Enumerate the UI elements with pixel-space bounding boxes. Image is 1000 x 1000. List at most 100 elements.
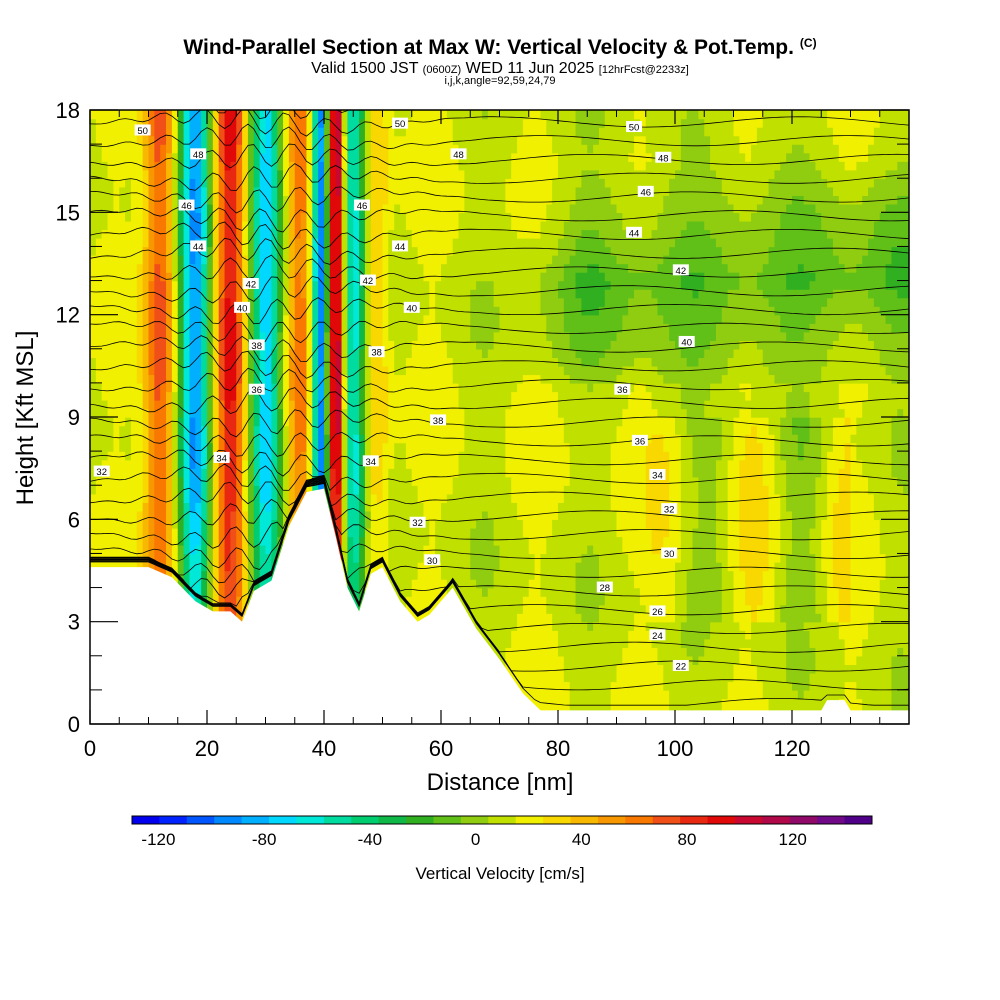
velocity-cell xyxy=(481,263,489,273)
velocity-cell xyxy=(236,280,243,290)
velocity-cell xyxy=(476,570,483,580)
velocity-cell xyxy=(487,357,495,367)
velocity-cell xyxy=(218,527,226,538)
velocity-cell xyxy=(481,493,489,503)
velocity-cell xyxy=(265,246,273,256)
velocity-cell xyxy=(136,442,144,452)
velocity-cell xyxy=(411,374,419,384)
velocity-cell xyxy=(218,604,226,614)
velocity-cell xyxy=(318,135,325,145)
velocity-cell xyxy=(154,195,161,205)
velocity-cell xyxy=(125,246,132,256)
velocity-cell xyxy=(294,186,302,196)
velocity-cell xyxy=(400,493,407,503)
velocity-cell xyxy=(429,493,436,503)
velocity-cell xyxy=(242,442,249,452)
velocity-cell xyxy=(242,459,249,469)
velocity-cell xyxy=(405,135,413,145)
velocity-cell xyxy=(195,417,202,427)
velocity-cell xyxy=(452,229,460,239)
velocity-cell xyxy=(341,212,349,222)
velocity-cell xyxy=(160,237,167,248)
velocity-cell xyxy=(353,544,360,555)
velocity-cell xyxy=(446,442,454,452)
velocity-cell xyxy=(470,306,477,316)
velocity-cell xyxy=(341,417,349,427)
velocity-cell xyxy=(405,195,413,205)
velocity-cell xyxy=(458,570,466,580)
velocity-cell xyxy=(171,459,179,469)
velocity-cell xyxy=(288,289,296,299)
velocity-cell xyxy=(464,451,471,461)
velocity-cell xyxy=(364,323,372,333)
velocity-cell xyxy=(265,374,273,384)
velocity-cell xyxy=(218,570,226,580)
velocity-cell xyxy=(312,152,319,162)
velocity-cell xyxy=(142,357,150,367)
velocity-cell xyxy=(347,417,354,427)
velocity-cell xyxy=(195,399,202,410)
velocity-cell xyxy=(218,596,226,606)
velocity-cell xyxy=(441,135,448,145)
velocity-cell xyxy=(353,459,360,469)
velocity-cell xyxy=(400,297,407,307)
velocity-cell xyxy=(417,561,425,572)
velocity-cell xyxy=(452,314,460,324)
velocity-cell xyxy=(207,357,214,367)
velocity-cell xyxy=(201,579,208,589)
velocity-cell xyxy=(300,229,308,239)
velocity-cell xyxy=(481,544,489,555)
velocity-cell xyxy=(470,348,477,359)
velocity-cell xyxy=(207,331,214,341)
velocity-cell xyxy=(464,357,471,367)
velocity-cell xyxy=(458,169,466,179)
velocity-cell xyxy=(271,553,278,563)
velocity-cell xyxy=(160,178,167,188)
velocity-cell xyxy=(136,374,144,384)
velocity-cell xyxy=(376,485,384,495)
velocity-cell xyxy=(359,127,366,137)
velocity-cell xyxy=(90,229,97,239)
velocity-cell xyxy=(160,246,167,256)
velocity-cell xyxy=(458,451,466,461)
velocity-cell xyxy=(95,442,103,452)
section-indices: i,j,k,angle=92,59,24,79 xyxy=(444,75,556,87)
velocity-cell xyxy=(277,118,284,128)
velocity-cell xyxy=(476,527,483,538)
velocity-cell xyxy=(177,272,185,282)
velocity-cell xyxy=(283,382,290,393)
velocity-cell xyxy=(423,135,430,145)
velocity-cell xyxy=(218,280,226,290)
velocity-cell xyxy=(405,254,413,265)
velocity-cell xyxy=(324,246,331,256)
velocity-cell xyxy=(417,314,425,324)
velocity-cell xyxy=(283,144,290,154)
velocity-cell xyxy=(394,408,401,418)
velocity-cell xyxy=(177,323,185,333)
velocity-cell xyxy=(400,570,407,580)
velocity-cell xyxy=(376,434,384,444)
velocity-cell xyxy=(458,314,466,324)
velocity-cell xyxy=(353,391,360,401)
velocity-cell xyxy=(177,237,185,248)
velocity-cell xyxy=(90,502,97,512)
velocity-cell xyxy=(476,519,483,529)
velocity-cell xyxy=(306,246,313,256)
velocity-cell xyxy=(277,442,284,452)
velocity-cell xyxy=(464,169,471,179)
velocity-cell xyxy=(464,459,471,469)
velocity-cell xyxy=(458,289,466,299)
velocity-cell xyxy=(195,468,202,478)
velocity-cell xyxy=(177,502,185,512)
velocity-cell xyxy=(125,536,132,546)
velocity-cell xyxy=(183,357,191,367)
velocity-cell xyxy=(236,399,243,410)
velocity-cell xyxy=(405,570,413,580)
velocity-cell xyxy=(253,485,261,495)
velocity-cell xyxy=(329,203,337,214)
velocity-cell xyxy=(329,263,337,273)
velocity-cell xyxy=(136,169,144,179)
velocity-cell xyxy=(364,485,372,495)
velocity-cell xyxy=(195,314,202,324)
velocity-cell xyxy=(113,203,120,214)
